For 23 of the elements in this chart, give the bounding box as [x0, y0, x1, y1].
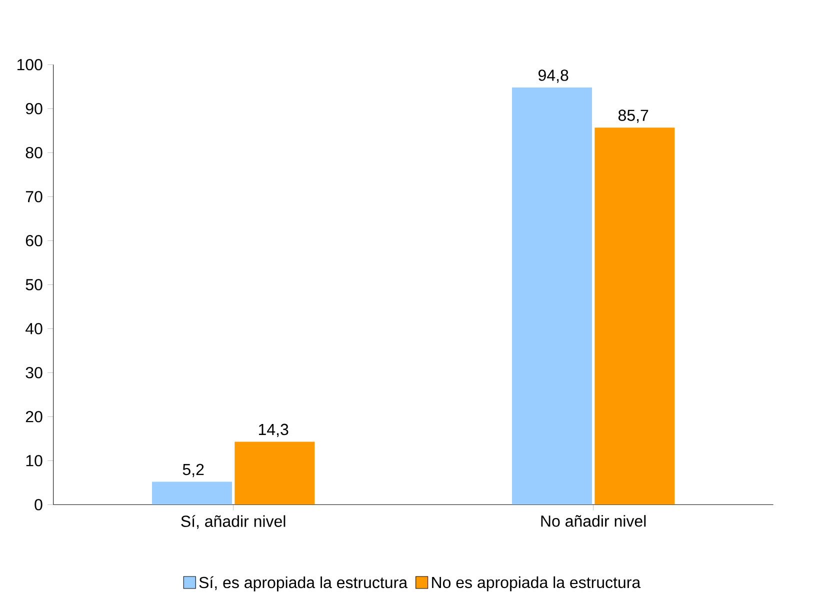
- y-tick-label: 20: [26, 410, 42, 422]
- y-tick-label: 100: [17, 58, 42, 70]
- y-tick-label: 70: [26, 190, 42, 202]
- x-tick-label: Sí, añadir nivel: [181, 515, 286, 529]
- bar: [234, 442, 315, 505]
- y-tick-label: 40: [26, 322, 42, 334]
- legend-label: Sí, es apropiada la estructura: [199, 576, 408, 592]
- y-tick-label: 60: [26, 234, 42, 246]
- legend-label: No es apropiada la estructura: [432, 576, 641, 592]
- bar: [594, 128, 675, 505]
- y-tick-label: 50: [26, 278, 42, 290]
- y-tick-label: 0: [34, 498, 42, 510]
- data-label: 5,2: [182, 464, 204, 478]
- bar: [152, 482, 232, 505]
- y-tick-label: 80: [26, 146, 42, 158]
- data-label: 85,7: [618, 110, 648, 123]
- y-tick-label: 30: [26, 366, 42, 378]
- data-label: 14,3: [258, 424, 288, 438]
- x-tick-label: No añadir nivel: [541, 515, 646, 527]
- y-tick-label: 10: [26, 454, 42, 466]
- y-tick-label: 90: [26, 102, 42, 114]
- data-label: 94,8: [538, 70, 568, 83]
- bar: [512, 88, 592, 505]
